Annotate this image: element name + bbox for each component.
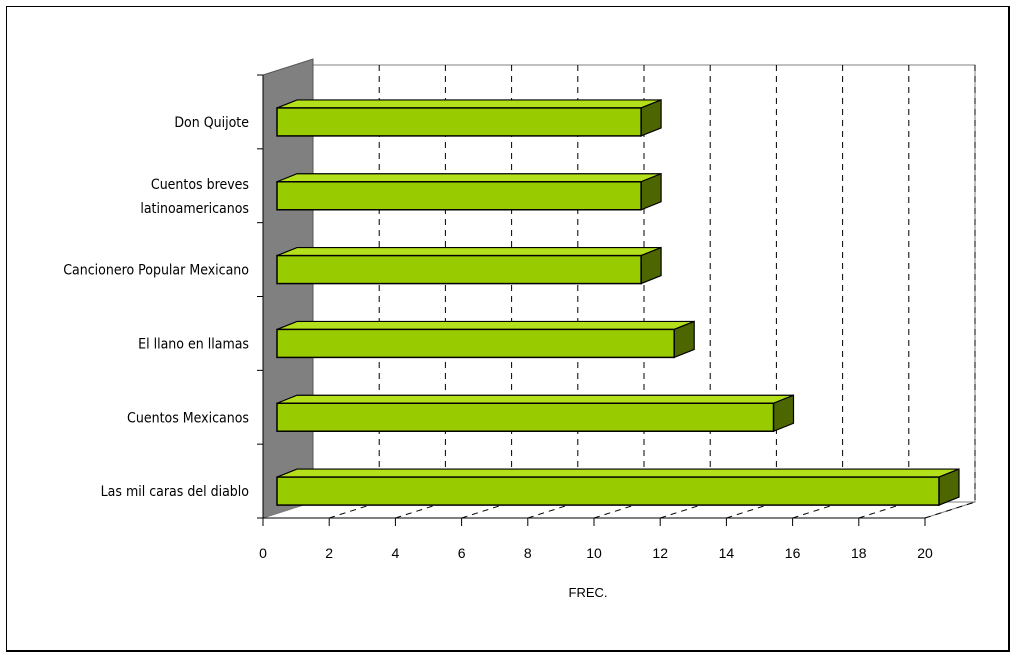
gridline-floor bbox=[858, 501, 909, 519]
bar-top bbox=[276, 468, 960, 478]
category-label: Don Quijote bbox=[174, 115, 249, 131]
category-label: Cuentos Mexicanos bbox=[127, 410, 249, 426]
category-label: Cuentos breves latinoamericanos bbox=[140, 177, 249, 217]
category-label-line: latinoamericanos bbox=[140, 201, 249, 217]
gridline-floor bbox=[660, 501, 711, 519]
bar-top bbox=[276, 173, 662, 183]
bar-front bbox=[276, 181, 642, 211]
bar-front bbox=[276, 402, 775, 432]
axes bbox=[257, 74, 926, 526]
labels: 0 2 4 6 8 10 12 14 16 18 20 Don Quijote Cuentos brev… bbox=[63, 115, 933, 561]
bar-front bbox=[276, 254, 642, 285]
x-axis-title: FREC. bbox=[569, 585, 608, 600]
bar-top bbox=[276, 99, 662, 109]
gridline-floor bbox=[527, 501, 578, 519]
x-tick-label: 8 bbox=[524, 545, 532, 561]
bar-front bbox=[276, 107, 642, 137]
bar bbox=[276, 320, 695, 359]
bar bbox=[276, 394, 795, 433]
category-label: Cancionero Popular Mexicano bbox=[63, 263, 249, 279]
x-tick-label: 20 bbox=[917, 545, 933, 561]
category-label-line: El llano en llamas bbox=[138, 336, 249, 352]
x-tick-label: 0 bbox=[259, 545, 267, 561]
category-label-line: Las mil caras del diablo bbox=[101, 484, 250, 500]
category-label: Las mil caras del diablo bbox=[101, 484, 250, 500]
category-label: El llano en llamas bbox=[138, 336, 249, 352]
category-label-line: Cancionero Popular Mexicano bbox=[63, 263, 249, 279]
bar bbox=[276, 468, 960, 506]
x-tick-label: 18 bbox=[851, 545, 867, 561]
gridline-floor bbox=[461, 501, 512, 519]
x-tick-label: 10 bbox=[586, 545, 602, 561]
gridline-floor bbox=[924, 501, 976, 519]
bar-top bbox=[276, 394, 794, 404]
bar-top bbox=[276, 320, 695, 331]
bar-front bbox=[276, 476, 940, 506]
bar-top bbox=[276, 246, 662, 257]
bar bbox=[276, 172, 662, 211]
x-tick-label: 4 bbox=[392, 545, 400, 561]
x-tick-label: 12 bbox=[652, 545, 668, 561]
x-tick-label: 14 bbox=[719, 545, 735, 561]
gridline-floor bbox=[726, 501, 777, 519]
category-label-line: Cuentos Mexicanos bbox=[127, 410, 249, 426]
gridline-floor bbox=[593, 501, 645, 519]
x-tick-label: 2 bbox=[325, 545, 333, 561]
gridline-floor bbox=[792, 501, 843, 519]
bar bbox=[276, 246, 662, 285]
bars bbox=[276, 99, 960, 506]
bar bbox=[276, 99, 662, 137]
gridline-floor bbox=[395, 501, 446, 519]
gridline-floor bbox=[329, 501, 380, 519]
x-tick-label: 16 bbox=[785, 545, 801, 561]
category-label-line: Don Quijote bbox=[174, 115, 249, 131]
x-tick-label: 6 bbox=[458, 545, 466, 561]
category-label-line: Cuentos breves bbox=[151, 177, 249, 193]
bar-front bbox=[276, 328, 675, 359]
